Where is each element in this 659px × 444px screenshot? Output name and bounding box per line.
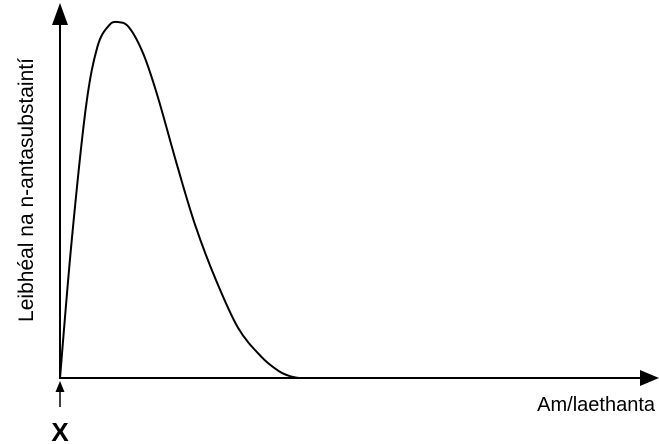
- x-marker-arrowhead: [55, 381, 65, 392]
- y-axis-arrowhead: [52, 3, 68, 25]
- x-axis: [59, 370, 659, 386]
- x-axis-label: Am/laethanta: [537, 394, 656, 416]
- y-axis-label: Leibhéal na n-antasubstaintí: [15, 58, 38, 322]
- y-axis: [52, 3, 68, 378]
- antibody-level-curve: [59, 20, 300, 379]
- x-axis-arrowhead: [640, 370, 659, 386]
- x-marker-label: X: [51, 417, 69, 444]
- x-marker: X: [51, 381, 69, 444]
